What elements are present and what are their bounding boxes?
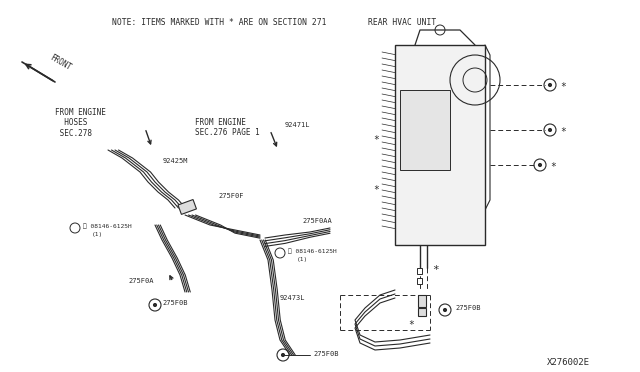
Bar [418,295,426,307]
Circle shape [444,308,447,311]
Text: *: * [373,185,379,195]
Text: *: * [560,82,566,92]
Text: 92425M: 92425M [163,158,189,164]
Circle shape [548,128,552,131]
Circle shape [154,304,157,307]
Circle shape [538,164,541,167]
Text: *: * [550,162,556,172]
Circle shape [548,83,552,87]
Bar [400,90,450,170]
Bar [417,278,422,284]
Text: (1): (1) [92,232,103,237]
Circle shape [282,353,285,356]
Text: FROM ENGINE
SEC.276 PAGE 1: FROM ENGINE SEC.276 PAGE 1 [195,118,260,137]
Text: Ⓡ 08146-6125H: Ⓡ 08146-6125H [288,248,337,254]
Text: 92473L: 92473L [280,295,305,301]
Text: FRONT: FRONT [48,53,72,72]
Text: *: * [432,265,439,275]
Text: 92471L: 92471L [285,122,310,128]
Bar [178,199,196,214]
Text: 275F0B: 275F0B [313,351,339,357]
Text: (1): (1) [297,257,308,262]
Text: X276002E: X276002E [547,358,590,367]
Text: *: * [560,127,566,137]
Text: REAR HVAC UNIT: REAR HVAC UNIT [368,18,436,27]
Bar [418,308,426,316]
Text: 275F0F: 275F0F [218,193,243,199]
Text: *: * [408,320,414,330]
Text: NOTE: ITEMS MARKED WITH * ARE ON SECTION 271: NOTE: ITEMS MARKED WITH * ARE ON SECTION… [112,18,326,27]
Text: 275F0B: 275F0B [455,305,481,311]
Text: 275F0A: 275F0A [128,278,154,284]
Text: 275F0B: 275F0B [162,300,188,306]
Text: *: * [373,135,379,145]
Text: Ⓡ 08146-6125H: Ⓡ 08146-6125H [83,223,132,228]
FancyBboxPatch shape [395,45,485,245]
Bar [417,268,422,274]
Text: 275F0AA: 275F0AA [302,218,332,224]
Text: FROM ENGINE
  HOSES
 SEC.278: FROM ENGINE HOSES SEC.278 [55,108,106,138]
